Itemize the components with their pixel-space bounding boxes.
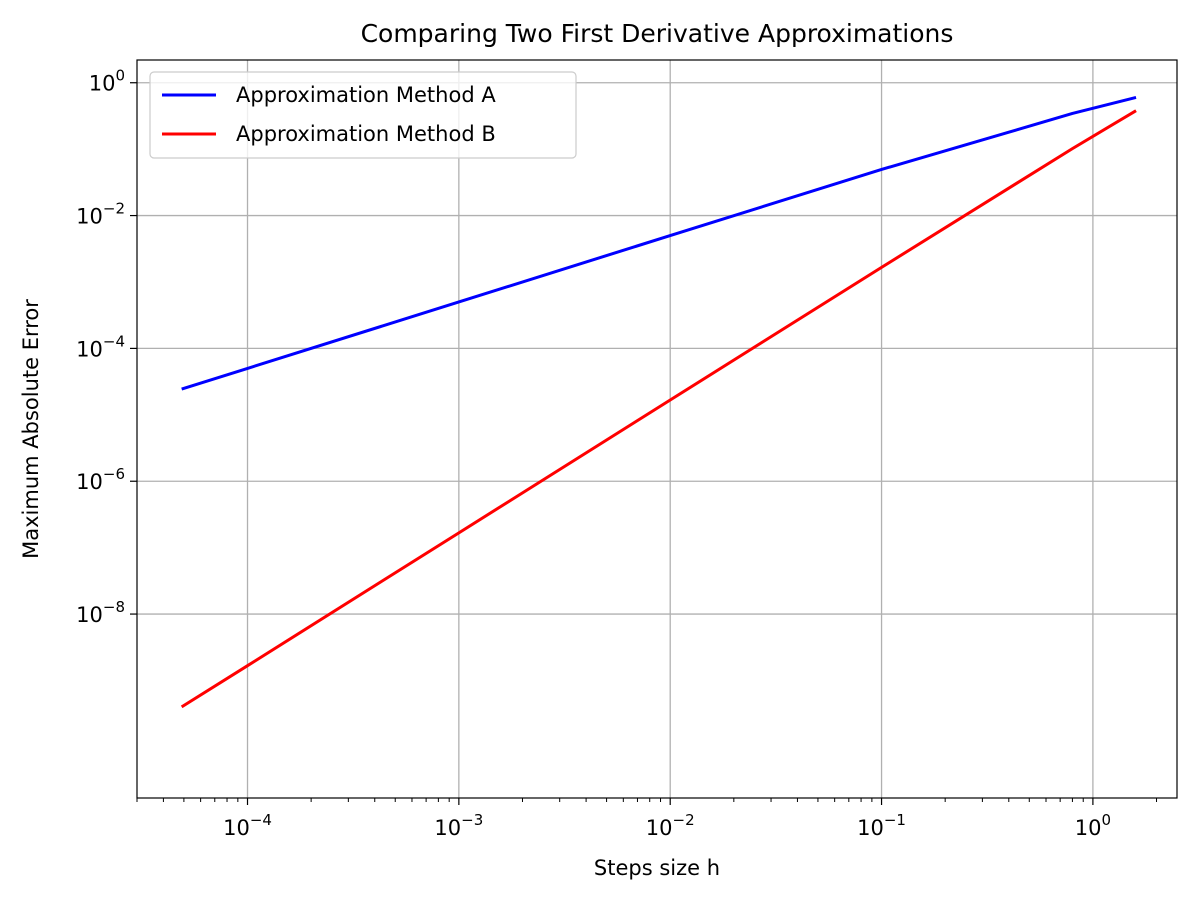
x-tick-label-2: 10−2 (646, 811, 695, 840)
x-tick-label-4: 100 (1075, 811, 1111, 840)
y-axis-ticks: 10−8 10−6 10−4 10−2 100 (76, 67, 137, 627)
series-lines (180, 96, 1137, 709)
legend: Approximation Method A Approximation Met… (149, 71, 577, 159)
y-tick-label-2: 10−4 (76, 332, 125, 361)
y-axis-title: Maximum Absolute Error (19, 299, 43, 559)
y-tick-label-1: 10−6 (76, 465, 125, 494)
y-tick-label-3: 10−2 (76, 200, 125, 229)
x-tick-label-3: 10−1 (857, 811, 906, 840)
y-tick-label-0: 10−8 (76, 598, 125, 627)
y-tick-label-4: 100 (89, 67, 125, 96)
plot-frame (136, 59, 1178, 799)
legend-label-method-a: Approximation Method A (236, 83, 496, 107)
chart-title: Comparing Two First Derivative Approxima… (361, 19, 954, 48)
x-tick-label-0: 10−4 (223, 811, 272, 840)
legend-label-method-b: Approximation Method B (236, 122, 496, 146)
x-axis-title: Steps size h (594, 856, 720, 880)
x-axis-ticks: 10−4 10−3 10−2 10−1 100 (136, 798, 1158, 840)
legend-box (149, 71, 577, 159)
series-line-0 (181, 96, 1137, 391)
x-tick-label-1: 10−3 (434, 811, 483, 840)
series-line-1 (180, 109, 1137, 709)
